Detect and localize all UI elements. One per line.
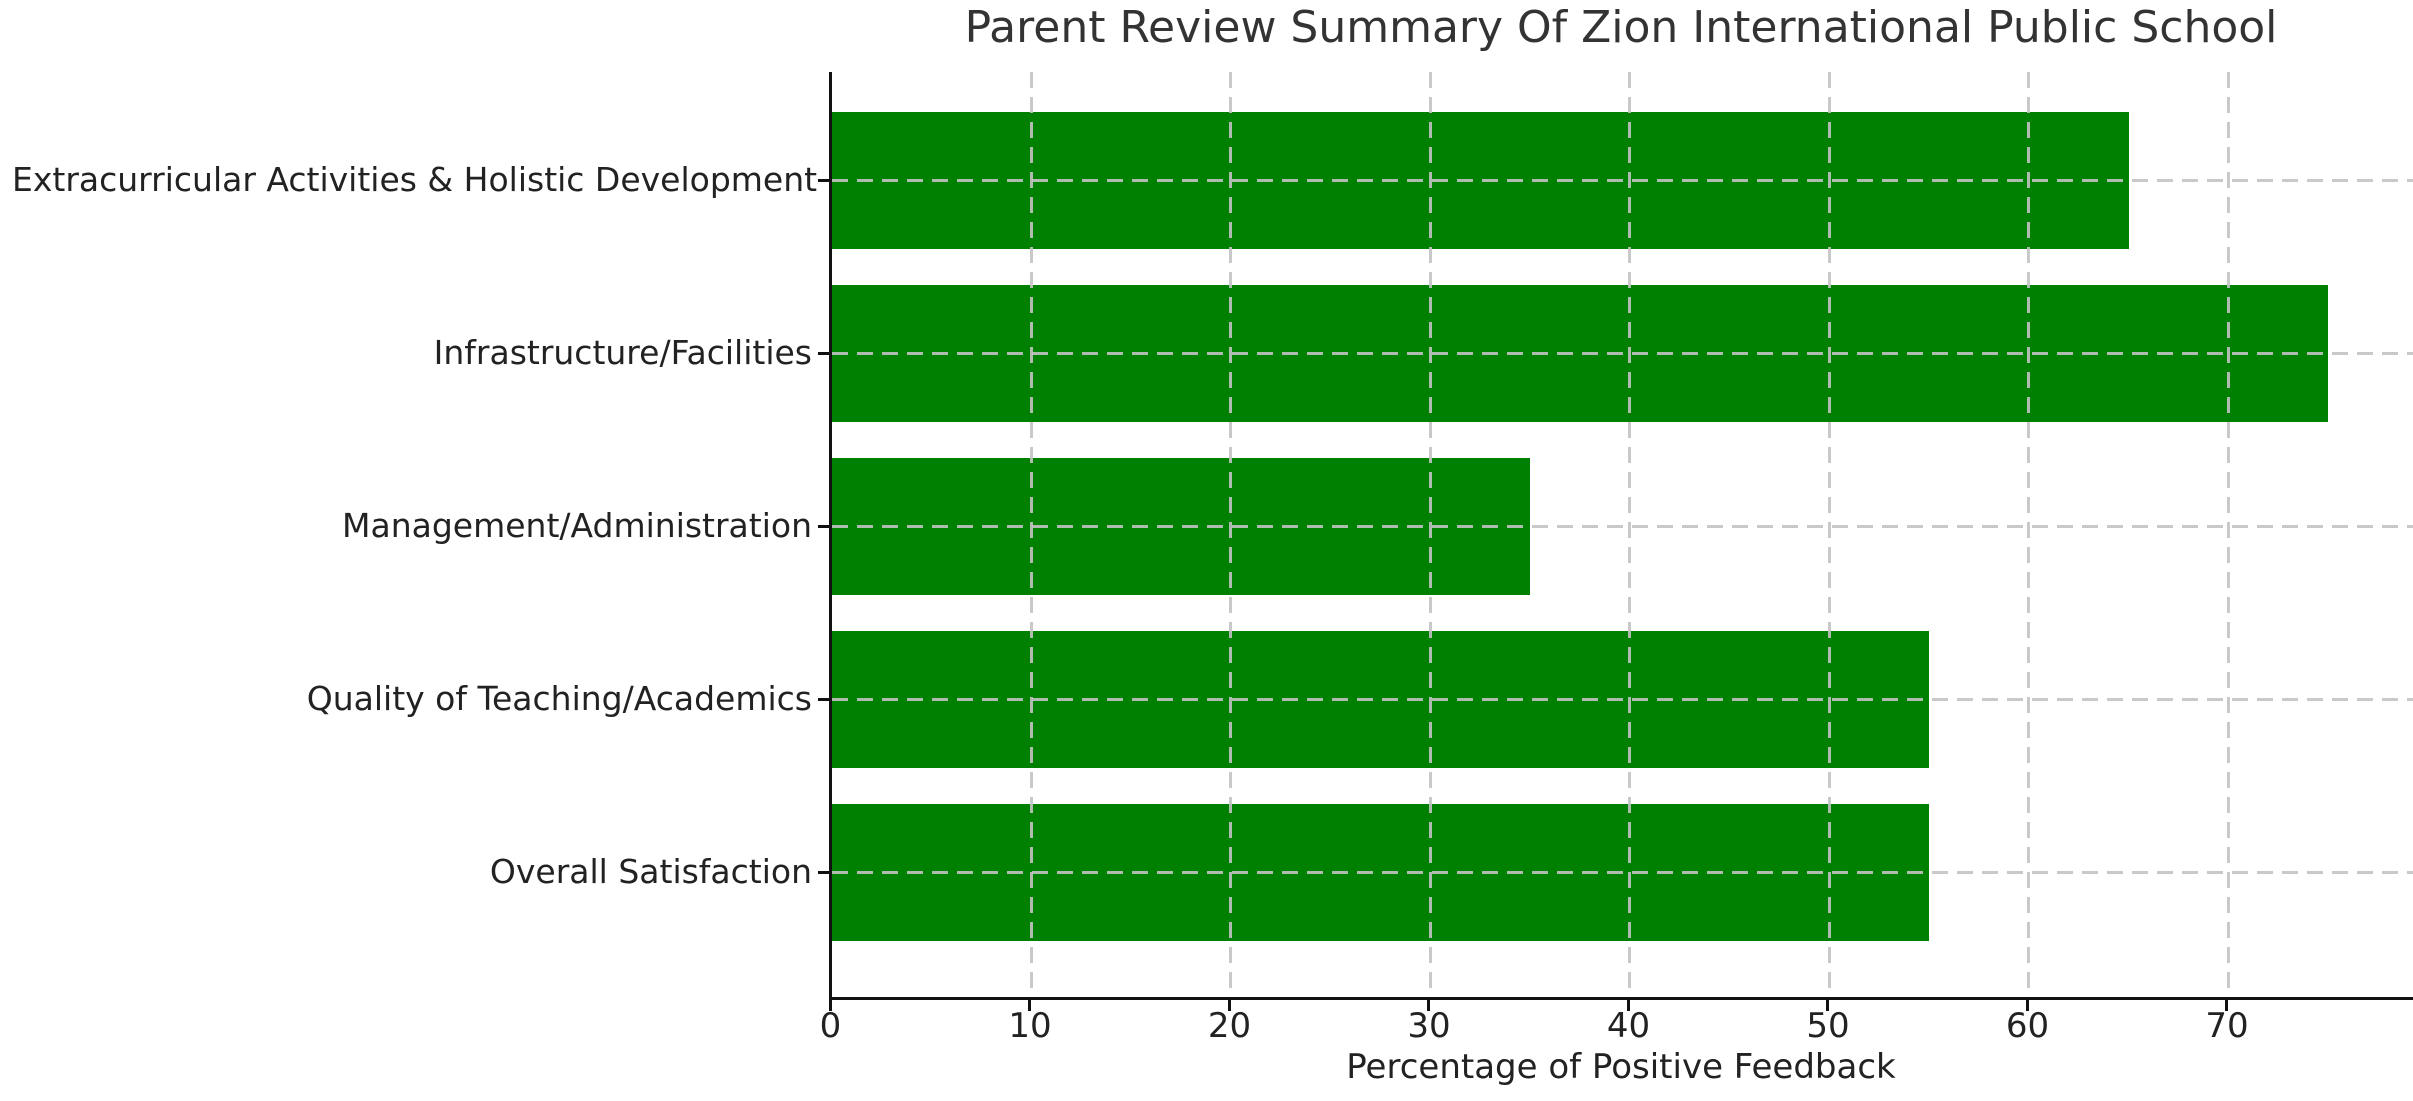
x-tick-label-50: 50 — [1806, 1006, 1850, 1046]
x-tick-label-60: 60 — [2005, 1006, 2050, 1046]
x-tick-label-0: 0 — [819, 1006, 842, 1046]
x-tick-mark-70 — [2225, 1000, 2229, 1011]
x-tick-mark-10 — [1028, 1000, 1032, 1011]
gridline-y-1 — [832, 351, 2413, 355]
category-label-4: Overall Satisfaction — [489, 852, 812, 891]
gridline-x-20 — [1229, 72, 1233, 997]
y-tick-mark-0 — [818, 178, 829, 182]
x-tick-label-20: 20 — [1207, 1006, 1252, 1046]
y-tick-mark-4 — [818, 870, 829, 874]
gridline-x-60 — [2027, 72, 2031, 997]
y-tick-mark-3 — [818, 697, 829, 701]
category-label-2: Management/Administration — [342, 506, 812, 545]
x-tick-label-10: 10 — [1008, 1006, 1052, 1046]
gridline-x-40 — [1628, 72, 1632, 997]
x-tick-label-70: 70 — [2205, 1006, 2249, 1046]
gridline-y-2 — [832, 524, 2413, 528]
x-tick-label-40: 40 — [1606, 1006, 1651, 1046]
x-tick-mark-0 — [829, 1000, 832, 1011]
gridline-x-30 — [1428, 72, 1432, 997]
x-tick-mark-30 — [1427, 1000, 1431, 1011]
y-tick-mark-2 — [818, 524, 829, 528]
gridline-x-50 — [1827, 72, 1831, 997]
x-tick-mark-40 — [1626, 1000, 1630, 1011]
category-label-3: Quality of Teaching/Academics — [306, 679, 812, 718]
gridline-y-0 — [832, 178, 2413, 182]
x-tick-label-30: 30 — [1407, 1006, 1451, 1046]
gridline-x-70 — [2226, 72, 2230, 997]
category-label-0: Extracurricular Activities & Holistic De… — [12, 160, 818, 199]
x-tick-mark-50 — [1826, 1000, 1830, 1011]
y-tick-mark-1 — [818, 351, 829, 355]
x-axis-label: Percentage of Positive Feedback — [1346, 1047, 1896, 1087]
category-label-1: Infrastructure/Facilities — [433, 333, 812, 372]
gridline-x-10 — [1029, 72, 1033, 997]
gridline-y-3 — [832, 697, 2413, 701]
plot-area — [829, 72, 2413, 1000]
x-tick-mark-60 — [2025, 1000, 2029, 1011]
x-tick-mark-20 — [1227, 1000, 1231, 1011]
gridline-y-4 — [832, 870, 2413, 874]
chart-title: Parent Review Summary Of Zion Internatio… — [964, 2, 2278, 53]
